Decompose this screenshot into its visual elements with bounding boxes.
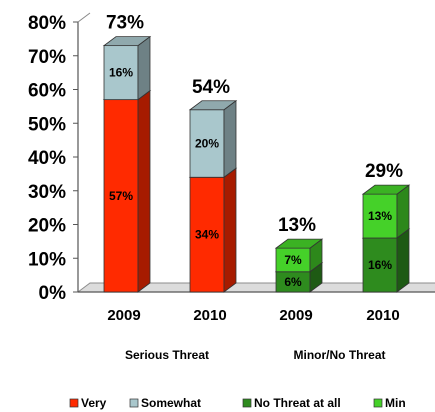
legend-item: Very <box>69 396 107 410</box>
y-tick-label: 20% <box>28 216 66 237</box>
bar-side <box>223 167 237 293</box>
bar-side <box>137 89 151 293</box>
group-label: Minor/No Threat <box>294 348 386 362</box>
legend-swatch <box>69 398 79 408</box>
y-tick-label: 50% <box>28 114 66 135</box>
y-axis: 0% 10% 20% 30% 40% 50% 60% 70% 80% <box>28 12 91 304</box>
legend-swatch <box>242 398 252 408</box>
y-tick-label: 40% <box>28 148 66 169</box>
bar-top <box>188 100 238 111</box>
segment-label: 16% <box>368 258 392 272</box>
bar-segment <box>102 35 152 101</box>
y-tick-label: 80% <box>28 13 66 34</box>
legend-label: Very <box>81 396 107 410</box>
segment-label: 16% <box>109 66 133 80</box>
legend-label: Somewhat <box>141 396 201 410</box>
group-label: Serious Threat <box>125 348 209 362</box>
legend-swatch <box>129 398 139 408</box>
segment-label: 20% <box>195 137 219 151</box>
x-tick-label: 2010 <box>193 307 226 324</box>
bar-side <box>223 99 237 179</box>
bar-top <box>102 36 152 47</box>
legend: Very Somewhat No Threat at all Min <box>69 396 406 410</box>
bar-front <box>362 193 398 239</box>
legend-label: Min <box>385 396 406 410</box>
legend-swatch <box>373 398 383 408</box>
bar-segment <box>274 238 324 273</box>
bar-side <box>396 228 410 293</box>
legend-item: Somewhat <box>129 396 201 410</box>
segment-label: 13% <box>368 209 392 223</box>
x-tick-label: 2009 <box>107 307 140 324</box>
total-label: 54% <box>192 77 230 98</box>
bar-front <box>103 45 139 101</box>
y-tick-label: 0% <box>39 283 67 304</box>
segment-label: 57% <box>109 189 133 203</box>
total-label: 73% <box>106 13 144 34</box>
bar-top <box>361 184 411 195</box>
y-tick-label: 30% <box>28 182 66 203</box>
y-tick-label: 60% <box>28 81 66 102</box>
bar-segment <box>188 99 238 179</box>
bars <box>102 35 411 293</box>
y-tick-label: 70% <box>28 47 66 68</box>
y-tick-label: 10% <box>28 249 66 270</box>
labels: 57% 16% 73% 2009 34% 20% 54% 2010 6% 7% 13% 2009 16%… <box>106 13 403 362</box>
legend-item: Min <box>373 396 406 410</box>
bar-front <box>103 99 139 293</box>
legend-item: No Threat at all <box>242 396 341 410</box>
x-tick-label: 2010 <box>366 307 399 324</box>
axis-depth-line <box>77 12 91 23</box>
segment-label: 6% <box>284 275 302 289</box>
bar-top <box>274 238 324 249</box>
total-label: 13% <box>278 215 316 236</box>
bar-segment <box>361 184 411 239</box>
segment-label: 34% <box>195 228 219 242</box>
legend-label: No Threat at all <box>254 396 341 410</box>
bar-side <box>137 35 151 101</box>
x-tick-label: 2009 <box>279 307 312 324</box>
total-label: 29% <box>365 161 403 182</box>
segment-label: 7% <box>284 253 302 267</box>
